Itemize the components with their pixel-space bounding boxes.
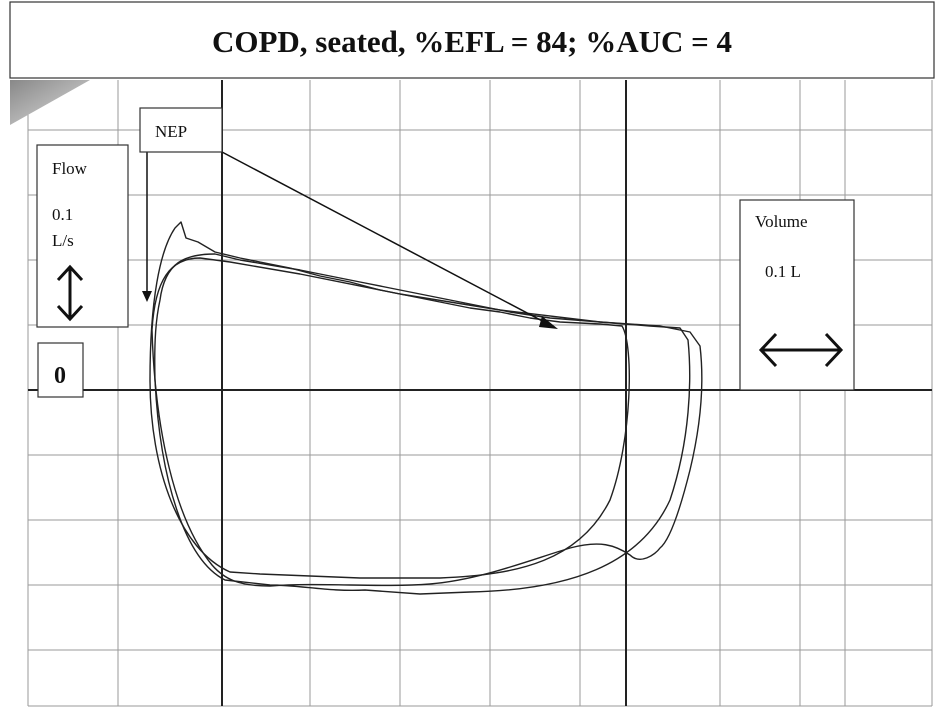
nep-box <box>139 107 223 153</box>
volume-arrow <box>758 332 844 368</box>
grid <box>27 80 933 707</box>
scan-shadow <box>10 80 90 125</box>
nep-label: NEP <box>155 122 187 141</box>
nep-arrowhead-diag <box>539 316 558 329</box>
title: COPD, seated, %EFL = 84; %AUC = 4 <box>212 24 732 59</box>
title-box <box>9 1 935 79</box>
loops <box>149 221 703 595</box>
loop-3 <box>151 257 703 587</box>
flow-label: Flow <box>52 159 88 178</box>
flow-arrow <box>56 264 84 322</box>
volume-label: Volume <box>755 212 808 231</box>
flow-box <box>36 144 129 328</box>
nep-arrow-diag <box>221 151 549 325</box>
flow-scale: 0.1 <box>52 205 73 224</box>
flow-unit: L/s <box>52 231 74 250</box>
nep-arrowhead <box>142 291 152 302</box>
loop-1 <box>149 221 630 579</box>
loop-2 <box>154 253 691 595</box>
volume-scale: 0.1 L <box>765 262 801 281</box>
zero-box <box>37 342 84 398</box>
zero-label: 0 <box>54 363 66 389</box>
